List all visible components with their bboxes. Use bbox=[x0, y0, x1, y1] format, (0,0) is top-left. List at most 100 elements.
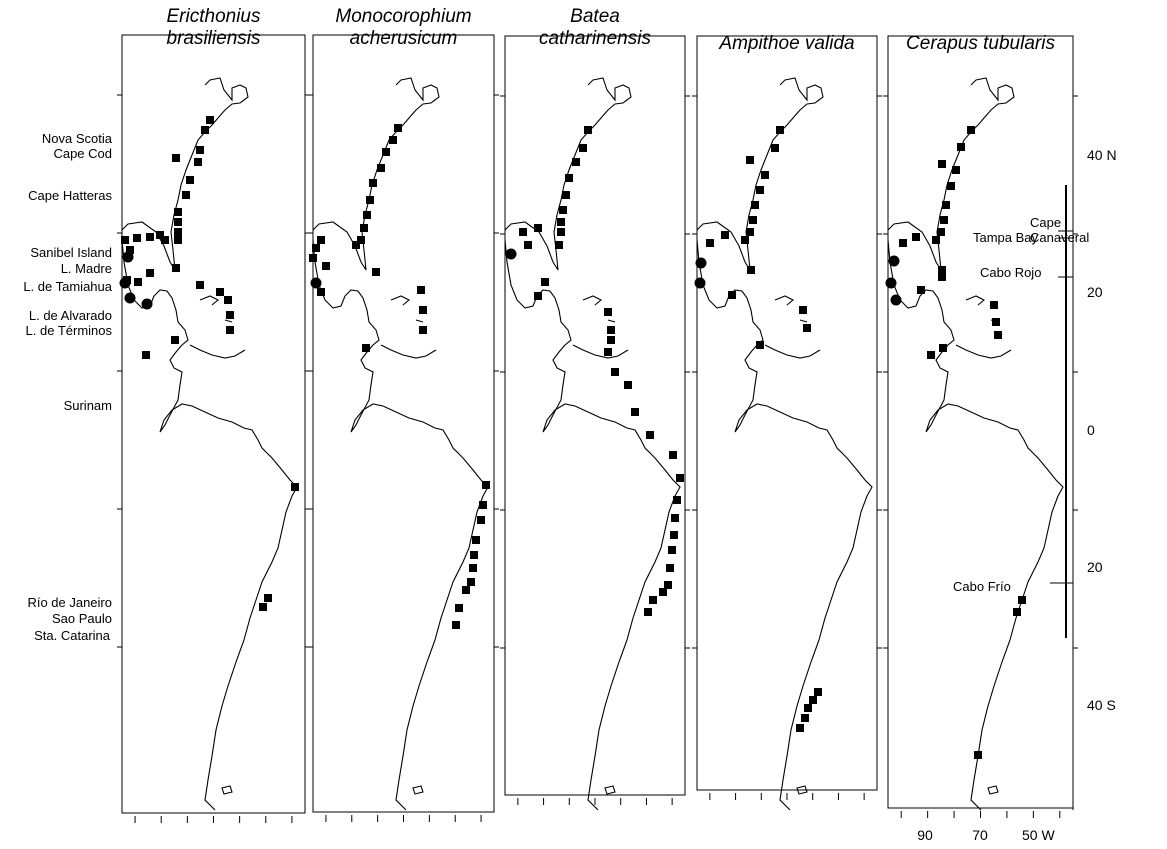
record-square bbox=[809, 696, 817, 704]
record-square bbox=[194, 158, 202, 166]
record-square bbox=[472, 536, 480, 544]
record-square bbox=[264, 594, 272, 602]
record-square bbox=[666, 564, 674, 572]
panel-title: catharinensis bbox=[539, 28, 651, 49]
panel-title: Cerapus tubularis bbox=[906, 33, 1055, 54]
site-label: Cabo Rojo bbox=[980, 265, 1041, 280]
record-square bbox=[749, 216, 757, 224]
record-square bbox=[799, 306, 807, 314]
panel-title: Batea bbox=[570, 6, 620, 27]
map-panel: Ampithoe valida bbox=[692, 33, 882, 811]
record-square bbox=[126, 246, 134, 254]
record-square bbox=[899, 239, 907, 247]
site-label: Cape Hatteras bbox=[28, 188, 112, 203]
record-square bbox=[747, 266, 755, 274]
record-circle bbox=[141, 298, 153, 310]
record-square bbox=[676, 474, 684, 482]
record-square bbox=[455, 604, 463, 612]
record-square bbox=[555, 241, 563, 249]
record-square bbox=[317, 288, 325, 296]
record-square bbox=[565, 174, 573, 182]
record-square bbox=[357, 236, 365, 244]
record-square bbox=[322, 262, 330, 270]
record-square bbox=[649, 596, 657, 604]
record-square bbox=[761, 171, 769, 179]
record-square bbox=[174, 236, 182, 244]
record-square bbox=[947, 182, 955, 190]
record-square bbox=[146, 269, 154, 277]
record-square bbox=[352, 241, 360, 249]
record-square bbox=[992, 318, 1000, 326]
record-square bbox=[309, 254, 317, 262]
record-square bbox=[389, 136, 397, 144]
record-square bbox=[932, 236, 940, 244]
record-square bbox=[804, 704, 812, 712]
record-square bbox=[562, 191, 570, 199]
map-panel: Cerapus tubularis bbox=[883, 33, 1078, 818]
record-square bbox=[482, 481, 490, 489]
record-square bbox=[470, 551, 478, 559]
site-label: Cape Cod bbox=[53, 146, 112, 161]
panel-frame bbox=[887, 35, 1074, 809]
record-square bbox=[751, 201, 759, 209]
record-square bbox=[584, 126, 592, 134]
record-square bbox=[133, 234, 141, 242]
record-circle bbox=[695, 257, 707, 269]
lat-label: 40 S bbox=[1087, 697, 1116, 713]
record-square bbox=[938, 273, 946, 281]
record-square bbox=[669, 451, 677, 459]
record-square bbox=[477, 516, 485, 524]
record-square bbox=[369, 179, 377, 187]
record-square bbox=[940, 216, 948, 224]
record-square bbox=[624, 381, 632, 389]
record-square bbox=[670, 531, 678, 539]
record-square bbox=[994, 331, 1002, 339]
panel-frame bbox=[121, 34, 306, 814]
record-square bbox=[803, 324, 811, 332]
site-label: Río de Janeiro bbox=[27, 595, 112, 610]
record-square bbox=[541, 278, 549, 286]
record-square bbox=[226, 311, 234, 319]
record-square bbox=[372, 268, 380, 276]
record-square bbox=[519, 228, 527, 236]
record-square bbox=[360, 224, 368, 232]
record-square bbox=[912, 233, 920, 241]
site-label: Sta. Catarina bbox=[34, 628, 111, 643]
record-square bbox=[1018, 596, 1026, 604]
lat-label: 20 bbox=[1087, 559, 1103, 575]
record-square bbox=[756, 186, 764, 194]
record-circle bbox=[505, 248, 517, 260]
lon-label: 70 bbox=[972, 827, 988, 843]
coastline bbox=[696, 77, 873, 811]
panel-frame bbox=[696, 35, 878, 791]
lat-label: 0 bbox=[1087, 422, 1095, 438]
lat-label: 40 N bbox=[1087, 147, 1117, 163]
record-square bbox=[216, 288, 224, 296]
record-square bbox=[937, 228, 945, 236]
record-square bbox=[142, 351, 150, 359]
record-square bbox=[174, 208, 182, 216]
record-square bbox=[673, 496, 681, 504]
panel-title: Ericthonius bbox=[167, 6, 261, 27]
coastline bbox=[504, 77, 681, 811]
record-circle bbox=[124, 292, 136, 304]
record-circle bbox=[119, 277, 131, 289]
record-square bbox=[419, 306, 427, 314]
record-square bbox=[671, 514, 679, 522]
record-circle bbox=[888, 255, 900, 267]
record-square bbox=[226, 326, 234, 334]
record-square bbox=[706, 239, 714, 247]
site-label: L. de Tamiahua bbox=[23, 279, 112, 294]
record-square bbox=[604, 348, 612, 356]
record-square bbox=[604, 308, 612, 316]
record-square bbox=[579, 144, 587, 152]
site-label: Tampa Bay bbox=[973, 230, 1039, 245]
record-square bbox=[967, 126, 975, 134]
coastline bbox=[312, 77, 489, 811]
record-square bbox=[927, 351, 935, 359]
record-square bbox=[156, 231, 164, 239]
panel-title: brasiliensis bbox=[167, 28, 261, 49]
panel-title: acherusicum bbox=[350, 28, 458, 49]
